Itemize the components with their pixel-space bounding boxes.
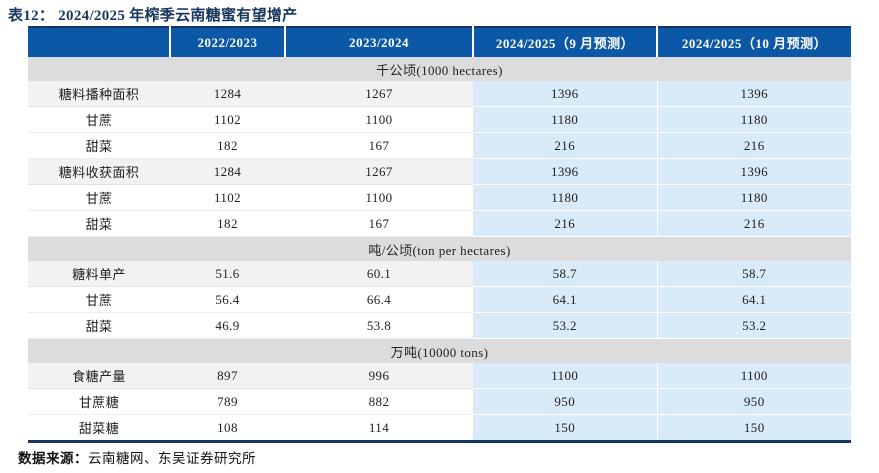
row-label: 糖料播种面积 <box>28 81 170 107</box>
cell: 1102 <box>170 184 285 211</box>
unit-label: 万吨(10000 tons) <box>28 338 851 363</box>
cell: 1284 <box>170 81 285 107</box>
row-label: 甘蔗 <box>28 286 170 313</box>
cell: 996 <box>285 363 473 389</box>
cell: 1396 <box>473 158 657 185</box>
unit-band: 千公顷(1000 hectares) <box>28 57 851 81</box>
row-label: 甜菜 <box>28 312 170 339</box>
table-row: 糖料播种面积 1284 1267 1396 1396 <box>28 81 851 107</box>
cell: 182 <box>170 210 285 237</box>
row-label: 甘蔗糖 <box>28 388 170 415</box>
table-row: 甜菜 182 167 216 216 <box>28 132 851 159</box>
cell: 58.7 <box>473 261 657 287</box>
cell: 897 <box>170 363 285 389</box>
cell: 64.1 <box>473 286 657 313</box>
column-header-2024-2025-sep-forecast: 2024/2025（9 月预测） <box>472 27 657 57</box>
column-header-2022-2023: 2022/2023 <box>169 27 285 57</box>
row-label: 甜菜 <box>28 210 170 237</box>
table-row: 食糖产量 897 996 1100 1100 <box>28 363 851 389</box>
cell: 58.7 <box>656 261 851 287</box>
cell: 1100 <box>285 184 473 211</box>
cell: 882 <box>285 388 473 415</box>
source-text: 云南糖网、东吴证券研究所 <box>88 451 256 466</box>
cell: 46.9 <box>170 312 285 339</box>
table-row: 甘蔗 56.4 66.4 64.1 64.1 <box>28 286 851 313</box>
cell: 53.8 <box>285 312 473 339</box>
column-header-2024-2025-oct-forecast: 2024/2025（10 月预测） <box>656 27 851 57</box>
table-row: 糖料收获面积 1284 1267 1396 1396 <box>28 158 851 185</box>
unit-label: 千公顷(1000 hectares) <box>28 57 851 81</box>
data-source-note: 数据来源：云南糖网、东吴证券研究所 <box>18 447 256 467</box>
cell: 167 <box>285 132 473 159</box>
cell: 51.6 <box>170 261 285 287</box>
cell: 1267 <box>285 158 473 185</box>
cell: 1284 <box>170 158 285 185</box>
cell: 1396 <box>656 158 851 185</box>
unit-band: 吨/公顷(ton per hectares) <box>28 236 851 261</box>
table-row: 甜菜糖 108 114 150 150 <box>28 414 851 442</box>
corner-cell <box>28 27 170 57</box>
cell: 216 <box>656 132 851 159</box>
cell: 60.1 <box>285 261 473 287</box>
cell: 108 <box>170 414 285 442</box>
cell: 1396 <box>473 81 657 107</box>
row-label: 食糖产量 <box>28 363 170 389</box>
cell: 1267 <box>285 81 473 107</box>
table-row: 甜菜 46.9 53.8 53.2 53.2 <box>28 312 851 339</box>
source-label: 数据来源： <box>18 451 88 466</box>
row-label: 甘蔗 <box>28 184 170 211</box>
cell: 167 <box>285 210 473 237</box>
table-row: 甘蔗糖 789 882 950 950 <box>28 388 851 415</box>
table-row: 甜菜 182 167 216 216 <box>28 210 851 237</box>
table-row: 甘蔗 1102 1100 1180 1180 <box>28 184 851 211</box>
table-row: 糖料单产 51.6 60.1 58.7 58.7 <box>28 261 851 287</box>
cell: 53.2 <box>656 312 851 339</box>
cell: 56.4 <box>170 286 285 313</box>
cell: 1180 <box>473 106 657 133</box>
cell: 216 <box>473 132 657 159</box>
table-header: 2022/2023 2023/2024 2024/2025（9 月预测） 202… <box>28 27 851 57</box>
column-header-2023-2024: 2023/2024 <box>284 27 473 57</box>
cell: 53.2 <box>473 312 657 339</box>
cell: 150 <box>656 414 851 442</box>
cell: 182 <box>170 132 285 159</box>
cell: 1100 <box>285 106 473 133</box>
cell: 789 <box>170 388 285 415</box>
cell: 216 <box>473 210 657 237</box>
table-title: 表12： 2024/2025 年榨季云南糖蜜有望增产 <box>8 8 298 24</box>
cell: 64.1 <box>656 286 851 313</box>
cell: 216 <box>656 210 851 237</box>
cell: 66.4 <box>285 286 473 313</box>
cell: 1100 <box>473 363 657 389</box>
data-table: 2022/2023 2023/2024 2024/2025（9 月预测） 202… <box>28 26 851 443</box>
cell: 114 <box>285 414 473 442</box>
table-row: 甘蔗 1102 1100 1180 1180 <box>28 106 851 133</box>
cell: 1100 <box>656 363 851 389</box>
cell: 1102 <box>170 106 285 133</box>
cell: 150 <box>473 414 657 442</box>
unit-band: 万吨(10000 tons) <box>28 338 851 363</box>
row-label: 甜菜糖 <box>28 414 170 442</box>
row-label: 甜菜 <box>28 132 170 159</box>
cell: 950 <box>473 388 657 415</box>
cell: 1180 <box>656 106 851 133</box>
cell: 1396 <box>656 81 851 107</box>
unit-label: 吨/公顷(ton per hectares) <box>28 236 851 261</box>
cell: 1180 <box>473 184 657 211</box>
row-label: 糖料收获面积 <box>28 158 170 185</box>
row-label: 甘蔗 <box>28 106 170 133</box>
cell: 950 <box>656 388 851 415</box>
cell: 1180 <box>656 184 851 211</box>
row-label: 糖料单产 <box>28 261 170 287</box>
